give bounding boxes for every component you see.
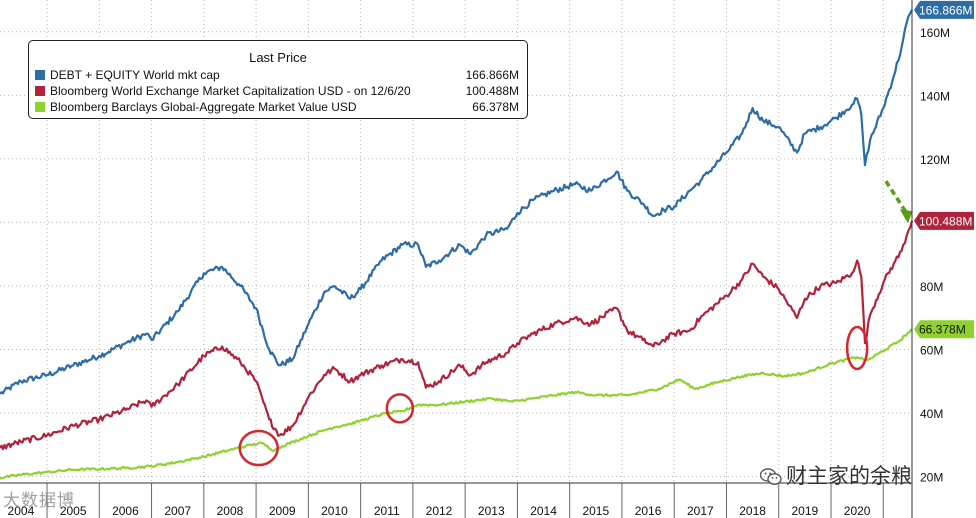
x-tick-label: 2020 — [844, 504, 871, 518]
legend-entry-debt-equity: DEBT + EQUITY World mkt cap 166.866M — [35, 67, 519, 83]
annotations — [238, 180, 913, 467]
last-value-tag-text: 100.488M — [919, 214, 972, 228]
last-value-tag-text: 66.378M — [919, 323, 966, 337]
x-tick-label: 2013 — [478, 504, 505, 518]
x-tick-label: 2006 — [112, 504, 139, 518]
y-tick-label: 60M — [920, 344, 943, 358]
legend: Last Price DEBT + EQUITY World mkt cap 1… — [28, 40, 528, 119]
x-tick-label: 2019 — [792, 504, 819, 518]
legend-title: Last Price — [249, 50, 307, 65]
legend-value: 166.866M — [465, 68, 519, 82]
legend-swatch-blue — [35, 70, 45, 80]
last-value-tag: 66.378M — [914, 320, 974, 339]
watermark-left: 大数据博 — [3, 491, 75, 510]
y-tick-label: 80M — [920, 280, 943, 294]
x-tick-label: 2012 — [426, 504, 453, 518]
legend-swatch-green — [35, 102, 45, 112]
series-lines — [0, 9, 914, 480]
x-tick-label: 2015 — [582, 504, 609, 518]
series-line — [0, 328, 913, 480]
highlight-circle — [238, 429, 279, 467]
x-tick-label: 2005 — [60, 504, 87, 518]
y-tick-label: 20M — [920, 471, 943, 485]
y-tick-label: 160M — [920, 26, 950, 40]
x-tick-label: 2008 — [217, 504, 244, 518]
legend-label: Bloomberg World Exchange Market Capitali… — [50, 84, 411, 98]
highlight-circle — [385, 393, 415, 424]
last-value-tag: 166.866M — [914, 0, 974, 19]
watermark-right-text: 财主家的余粮 — [786, 465, 912, 488]
x-tick-label: 2009 — [269, 504, 296, 518]
arrow-shaft — [884, 180, 909, 215]
x-tick-label: 2004 — [8, 504, 35, 518]
x-tick-label: 2010 — [321, 504, 348, 518]
last-value-tag: 100.488M — [914, 211, 974, 230]
legend-entry-world-exchange: Bloomberg World Exchange Market Capitali… — [35, 83, 519, 99]
legend-value: 66.378M — [472, 100, 519, 114]
x-tick-label: 2016 — [635, 504, 662, 518]
last-value-tag-bg — [914, 320, 974, 339]
x-tick-label: 2007 — [164, 504, 191, 518]
legend-swatch-red — [35, 86, 45, 96]
watermark-right: 财主家的余粮 — [760, 460, 912, 490]
legend-label: Bloomberg Barclays Global-Aggregate Mark… — [50, 100, 357, 114]
x-tick-label: 2017 — [687, 504, 714, 518]
series-line — [0, 220, 914, 451]
x-tick-label: 2014 — [530, 504, 557, 518]
wechat-icon — [760, 468, 782, 485]
last-value-tag-bg — [914, 211, 974, 230]
series-line — [0, 9, 913, 395]
highlight-circle — [845, 325, 869, 371]
arrow-head — [899, 209, 913, 224]
legend-entry-global-aggregate: Bloomberg Barclays Global-Aggregate Mark… — [35, 99, 519, 115]
y-tick-label: 40M — [920, 407, 943, 421]
x-tick-label: 2011 — [374, 504, 400, 518]
legend-value: 100.488M — [465, 84, 519, 98]
legend-label: DEBT + EQUITY World mkt cap — [50, 68, 220, 82]
y-tick-label: 140M — [920, 89, 950, 103]
x-tick-label: 2018 — [739, 504, 766, 518]
last-value-tag-bg — [914, 0, 974, 19]
last-value-tag-text: 166.866M — [919, 3, 972, 17]
y-tick-label: 120M — [920, 153, 950, 167]
